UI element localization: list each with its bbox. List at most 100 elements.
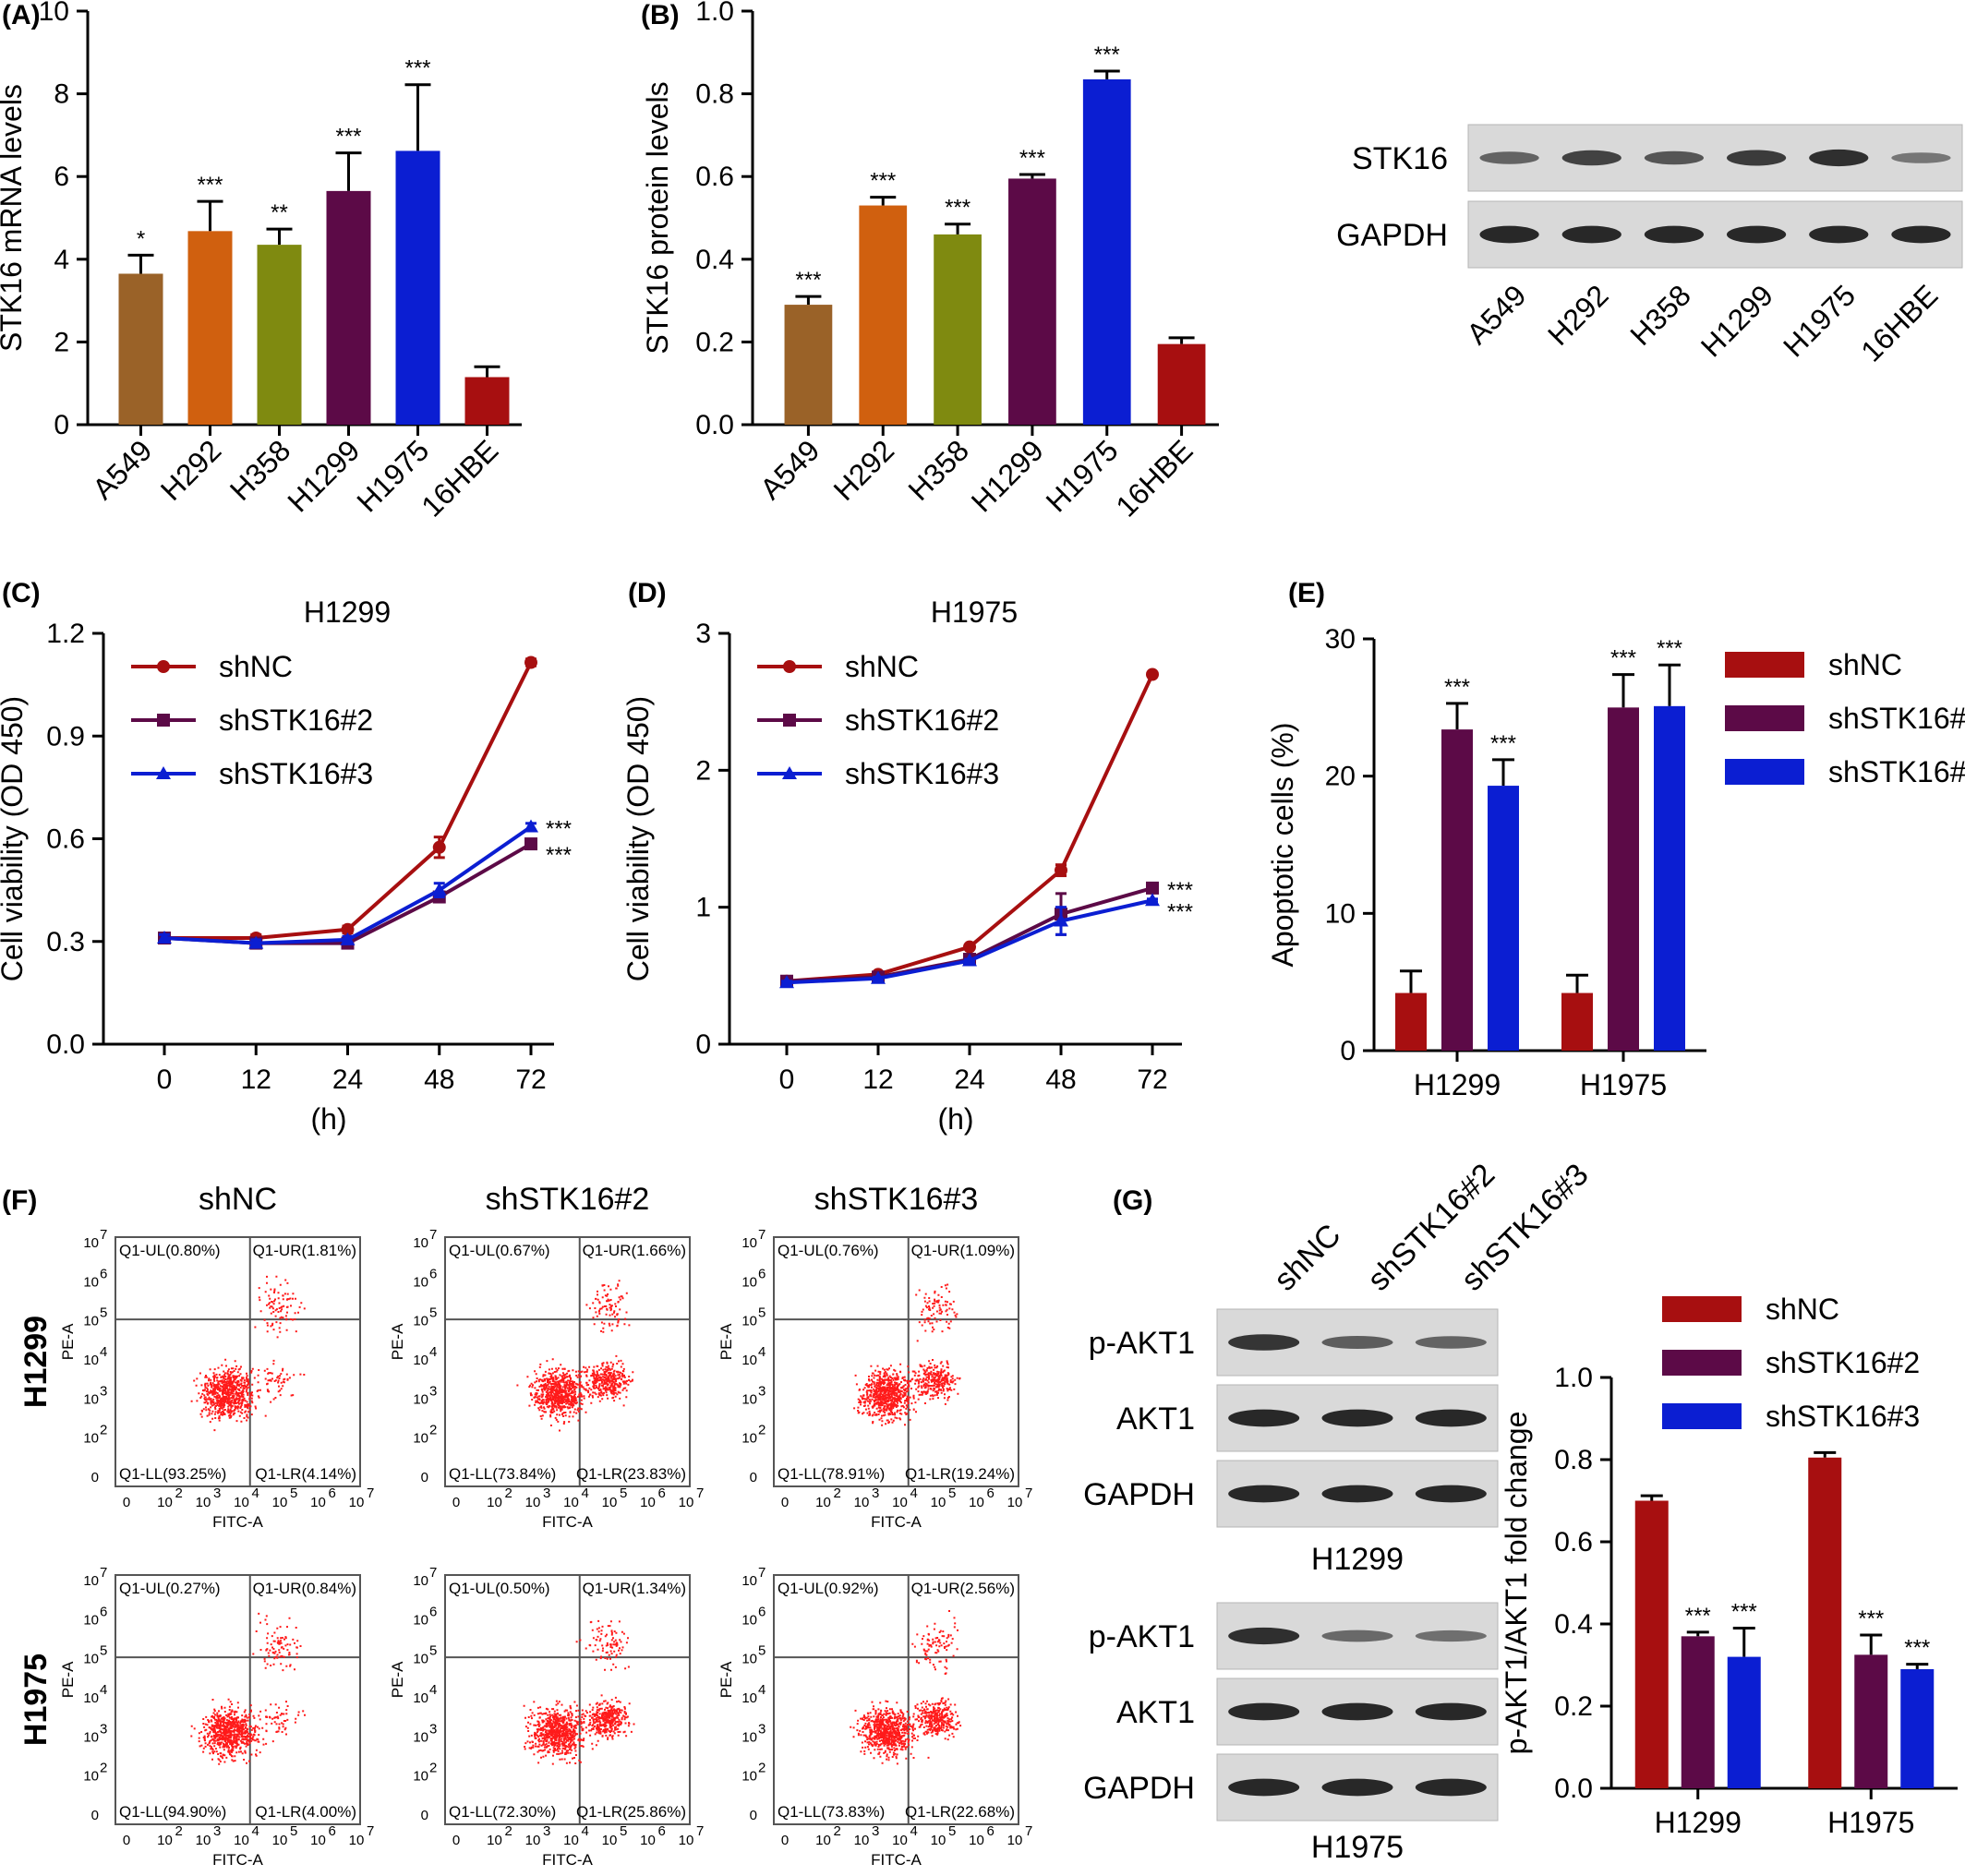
flow-y-axis-label: PE-A	[389, 1661, 406, 1698]
flow-y-axis-label: PE-A	[389, 1323, 406, 1360]
flow-plot-frame	[444, 1236, 691, 1487]
quadrant-ul-label: Q1-UL(0.27%)	[119, 1580, 221, 1597]
blot-row-label: AKT1	[1116, 1401, 1195, 1437]
flow-x-tick-exponent: 2	[834, 1485, 841, 1501]
flow-y-tick-exponent: 2	[758, 1423, 766, 1438]
y-tick-label: 30	[1325, 624, 1356, 655]
flow-x-tick-exponent: 3	[543, 1823, 550, 1839]
data-point	[963, 940, 976, 954]
quadrant-lr-label: Q1-LR(22.68%)	[905, 1803, 1015, 1821]
data-point	[156, 766, 171, 779]
flow-x-tick-label: 10	[602, 1495, 618, 1510]
blot-band	[1809, 149, 1869, 167]
flow-y-tick-label: 10	[741, 1729, 757, 1745]
flow-x-tick-label: 10	[196, 1833, 211, 1848]
blot-band	[1415, 1778, 1487, 1797]
legend-label: shSTK16#3	[845, 757, 999, 790]
y-tick-label: 0.6	[1554, 1527, 1593, 1557]
legend-swatch	[1662, 1296, 1742, 1322]
flow-x-tick-label: 10	[679, 1833, 694, 1848]
data-point	[962, 953, 977, 967]
y-axis-label: Cell viability (OD 450)	[0, 696, 29, 981]
bar	[1634, 1500, 1669, 1788]
flow-x-tick-label: 10	[640, 1833, 656, 1848]
x-tick-label: A549	[753, 433, 826, 505]
quadrant-ll-label: Q1-LL(93.25%)	[119, 1465, 226, 1483]
flow-y-tick-exponent: 7	[100, 1227, 107, 1243]
flow-x-axis-label: FITC-A	[871, 1513, 922, 1531]
flow-row-label: H1299	[18, 1316, 54, 1408]
flow-x-tick-label: 10	[602, 1833, 618, 1848]
flow-x-tick-label: 10	[1007, 1833, 1023, 1848]
flow-x-tick-exponent: 3	[213, 1823, 221, 1839]
flow-y-tick-exponent: 5	[100, 1643, 107, 1659]
y-tick-label: 0.0	[46, 1029, 85, 1060]
chart-title: H1299	[304, 595, 391, 629]
y-tick-label: 0.6	[46, 824, 85, 855]
quadrant-ur-label: Q1-UR(1.66%)	[583, 1242, 686, 1259]
flow-y-tick-exponent: 7	[758, 1227, 766, 1243]
x-tick-label: H1299	[1655, 1806, 1742, 1839]
blot-band	[1321, 1778, 1393, 1797]
legend-swatch	[1662, 1403, 1742, 1429]
flow-x-tick-label: 10	[969, 1833, 984, 1848]
flow-x-tick-label: 10	[892, 1495, 908, 1510]
y-tick-label: 1.0	[695, 0, 734, 27]
bar	[187, 231, 233, 425]
blot-band	[1561, 225, 1621, 244]
flow-y-tick-label: 10	[741, 1274, 757, 1290]
significance-label: **	[271, 200, 288, 225]
bar	[1608, 707, 1639, 1051]
flow-y-tick-exponent: 4	[100, 1682, 107, 1698]
data-point	[779, 975, 794, 989]
panel-label-a: (A)	[2, 0, 41, 30]
chart-c-h1299-viability: 0.0 0.3 0.6 0.9 1.2 Cell viability (OD 450) 0 1…	[0, 595, 572, 1136]
blot-band	[1321, 1409, 1393, 1427]
legend-label: shSTK16#2	[219, 704, 373, 737]
flow-x-tick-label: 10	[679, 1495, 694, 1510]
flow-y-tick-label: 10	[413, 1235, 428, 1251]
data-point	[340, 932, 356, 945]
flow-x-tick-label: 10	[487, 1495, 502, 1510]
quadrant-ul-label: Q1-UL(0.80%)	[119, 1242, 221, 1259]
flow-y-tick-exponent: 3	[429, 1383, 437, 1399]
significance-label: ***	[546, 843, 572, 868]
bar	[1681, 1636, 1715, 1788]
flow-x-tick-label: 10	[310, 1495, 326, 1510]
blot-band	[1891, 225, 1951, 244]
flow-x-tick-exponent: 7	[1025, 1823, 1032, 1839]
data-point	[1146, 667, 1159, 681]
flow-x-tick-label: 0	[123, 1833, 130, 1848]
flow-x-tick-label: 10	[640, 1495, 656, 1510]
flow-column-title: shNC	[199, 1182, 277, 1217]
flow-y-tick-label: 0	[91, 1470, 99, 1485]
flow-y-tick-label: 10	[413, 1431, 428, 1447]
flow-x-tick-exponent: 5	[948, 1823, 956, 1839]
bar	[1157, 343, 1206, 425]
legend-swatch	[1725, 759, 1804, 785]
flow-x-tick-label: 10	[234, 1833, 249, 1848]
flow-y-tick-label: 10	[741, 1769, 757, 1785]
flow-row-label: H1975	[18, 1654, 54, 1746]
x-tick-label: 12	[241, 1064, 271, 1095]
blot-row-label: AKT1	[1116, 1695, 1195, 1730]
flow-x-tick-label: 0	[123, 1495, 130, 1510]
y-tick-label: 0.4	[1554, 1609, 1593, 1640]
flow-x-tick-label: 10	[196, 1495, 211, 1510]
data-point	[1145, 893, 1160, 907]
x-tick-label: H1975	[1827, 1806, 1914, 1839]
x-tick-label: 48	[1045, 1064, 1076, 1095]
flow-x-tick-label: 10	[157, 1495, 173, 1510]
flow-x-tick-label: 0	[781, 1833, 789, 1848]
legend-swatch	[1662, 1350, 1742, 1376]
flow-x-tick-label: 10	[487, 1833, 502, 1848]
quadrant-lr-label: Q1-LR(23.83%)	[576, 1465, 686, 1483]
significance-label: ***	[404, 56, 430, 81]
data-point	[432, 840, 446, 854]
y-tick-label: 4	[54, 245, 69, 275]
flow-y-axis-label: PE-A	[59, 1323, 77, 1360]
y-tick-label: 0	[54, 410, 69, 440]
flow-y-tick-exponent: 3	[100, 1383, 107, 1399]
